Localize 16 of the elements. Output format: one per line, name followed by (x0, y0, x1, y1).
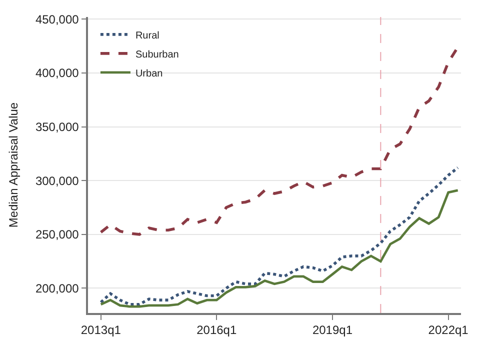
x-tick-label: 2016q1 (196, 323, 237, 338)
legend-label: Rural (135, 30, 160, 42)
y-tick-label: 250,000 (35, 228, 80, 242)
y-tick-label: 400,000 (35, 66, 80, 80)
y-tick-label: 350,000 (35, 120, 80, 134)
line-series (100, 189, 460, 308)
y-tick-label: 200,000 (35, 281, 80, 296)
line-series (99, 166, 460, 306)
y-tick-label: 450,000 (35, 12, 80, 26)
x-tick-label: 2022q1 (428, 323, 469, 338)
legend-label: Suburban (135, 49, 179, 60)
y-axis-title: Median Appraisal Value (6, 102, 20, 228)
x-tick-label: 2013q1 (80, 323, 122, 338)
x-tick-label: 2019q1 (312, 323, 353, 338)
legend-label: Urban (135, 68, 163, 80)
y-tick-label: 300,000 (35, 174, 80, 188)
